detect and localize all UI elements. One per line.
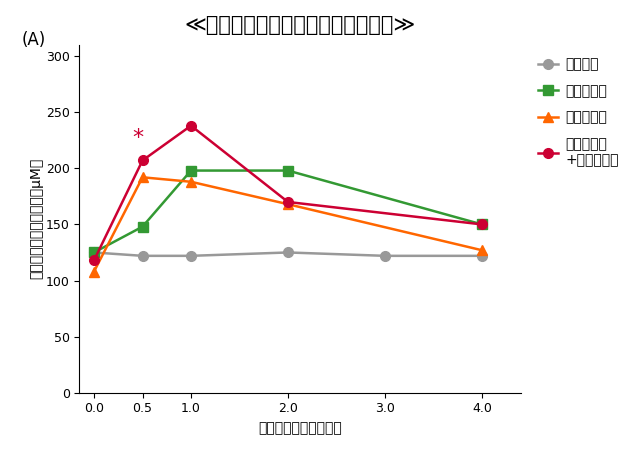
Line: シトルリン: シトルリン	[89, 166, 487, 257]
X-axis label: 摂取後の時間（時間）: 摂取後の時間（時間）	[258, 421, 342, 435]
アルギニン
+シトルリン	[478, 222, 486, 227]
Line: アルギニン: アルギニン	[89, 172, 487, 276]
アルギニン	[139, 175, 147, 180]
アルギニン	[90, 269, 98, 274]
アルギニン	[284, 202, 292, 207]
シトルリン	[478, 222, 486, 227]
Legend: プラセボ, シトルリン, アルギニン, アルギニン
+シトルリン: プラセボ, シトルリン, アルギニン, アルギニン +シトルリン	[532, 52, 625, 173]
プラセボ	[284, 250, 292, 255]
Line: アルギニン
+シトルリン: アルギニン +シトルリン	[89, 121, 487, 265]
プラセボ	[139, 253, 147, 259]
アルギニン	[187, 179, 195, 184]
プラセボ	[381, 253, 388, 259]
アルギニン
+シトルリン	[90, 257, 98, 263]
シトルリン	[284, 168, 292, 173]
アルギニン
+シトルリン	[187, 123, 195, 128]
Line: プラセボ: プラセボ	[89, 248, 487, 261]
シトルリン	[187, 168, 195, 173]
シトルリン	[90, 250, 98, 255]
アルギニン
+シトルリン	[284, 199, 292, 205]
シトルリン	[139, 224, 147, 230]
アルギニン
+シトルリン	[139, 158, 147, 163]
プラセボ	[90, 250, 98, 255]
プラセボ	[478, 253, 486, 259]
プラセボ	[187, 253, 195, 259]
Y-axis label: 血潏中アルギニン濃度（μM）: 血潏中アルギニン濃度（μM）	[29, 158, 43, 279]
Text: (A): (A)	[22, 31, 46, 49]
アルギニン	[478, 248, 486, 253]
Title: ≪血潏中アルギニン濃度の経時変化≫: ≪血潏中アルギニン濃度の経時変化≫	[184, 15, 416, 35]
Text: *: *	[132, 128, 143, 148]
